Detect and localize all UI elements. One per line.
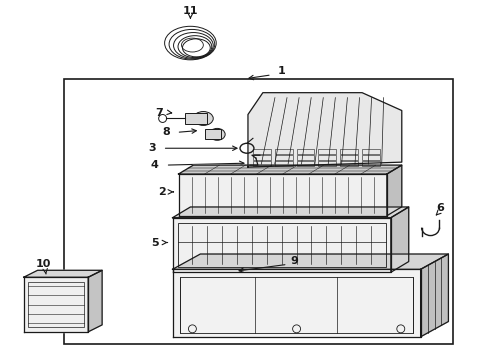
Bar: [361, 161, 379, 166]
Text: 3: 3: [148, 143, 155, 153]
Polygon shape: [172, 207, 408, 218]
Bar: [296, 149, 314, 154]
Polygon shape: [172, 218, 390, 272]
Bar: [318, 161, 336, 166]
Text: 10: 10: [36, 259, 51, 269]
Bar: [274, 161, 292, 166]
Bar: [340, 155, 357, 160]
Text: 11: 11: [183, 6, 198, 16]
Text: 4: 4: [150, 160, 158, 170]
Bar: [205, 129, 221, 139]
Bar: [177, 223, 385, 267]
Bar: [274, 155, 292, 160]
Polygon shape: [386, 165, 401, 216]
Polygon shape: [390, 207, 408, 272]
Bar: [318, 155, 336, 160]
Text: 1: 1: [277, 66, 285, 76]
Bar: [185, 113, 207, 125]
Polygon shape: [172, 269, 420, 337]
Bar: [28, 282, 84, 327]
Text: 6: 6: [436, 203, 444, 213]
Polygon shape: [24, 277, 88, 332]
Text: 5: 5: [151, 238, 158, 248]
Bar: [340, 149, 357, 154]
Bar: [274, 149, 292, 154]
Bar: [361, 149, 379, 154]
Text: 9: 9: [290, 256, 298, 266]
Ellipse shape: [193, 112, 213, 125]
Bar: [318, 149, 336, 154]
Text: 8: 8: [163, 127, 170, 138]
Polygon shape: [247, 93, 401, 167]
Bar: [361, 155, 379, 160]
Polygon shape: [420, 254, 447, 337]
Polygon shape: [178, 174, 386, 216]
Bar: [180, 277, 412, 333]
Ellipse shape: [209, 129, 224, 140]
Bar: [340, 161, 357, 166]
Polygon shape: [24, 270, 102, 277]
Text: 7: 7: [155, 108, 163, 117]
Bar: [296, 161, 314, 166]
Bar: [252, 149, 270, 154]
Polygon shape: [88, 270, 102, 332]
Bar: [252, 161, 270, 166]
Polygon shape: [178, 165, 401, 174]
Text: 2: 2: [158, 187, 165, 197]
Polygon shape: [172, 254, 447, 269]
Bar: [252, 155, 270, 160]
Bar: [64, 79, 452, 344]
Bar: [296, 155, 314, 160]
